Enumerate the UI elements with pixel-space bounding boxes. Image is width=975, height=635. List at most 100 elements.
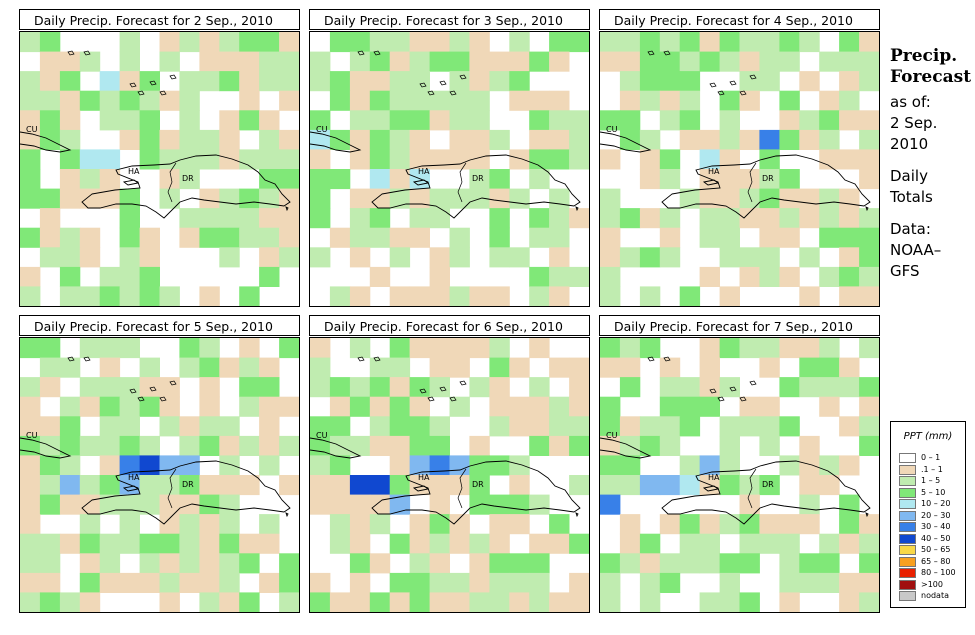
precip-grid-cell xyxy=(259,189,279,209)
precip-grid-cell xyxy=(160,286,180,306)
precip-grid-cell xyxy=(529,553,549,573)
precip-grid-cell xyxy=(259,32,279,52)
precip-grid-cell xyxy=(549,358,569,378)
precip-grid-cell xyxy=(219,52,239,72)
precip-grid-cell xyxy=(779,169,799,189)
precip-grid-cell xyxy=(219,475,239,495)
precip-grid-cell xyxy=(549,436,569,456)
precip-grid-cell xyxy=(350,71,370,91)
precip-grid-cell xyxy=(370,52,390,72)
precip-grid-cell xyxy=(199,189,219,209)
precip-grid-cell xyxy=(370,208,390,228)
precip-grid-cell xyxy=(680,553,700,573)
legend-swatch xyxy=(899,476,916,486)
precip-grid-cell xyxy=(239,338,259,358)
precip-grid-cell xyxy=(740,338,760,358)
precip-grid-cell xyxy=(410,592,430,612)
precip-grid-cell xyxy=(430,338,450,358)
precip-grid-cell xyxy=(700,514,720,534)
precip-grid-cell xyxy=(410,416,430,436)
precip-grid-cell xyxy=(859,110,879,130)
precip-grid-cell xyxy=(60,267,80,287)
precip-grid-cell xyxy=(620,475,640,495)
precip-grid-cell xyxy=(779,553,799,573)
precip-grid-cell xyxy=(80,436,100,456)
precip-grid-cell xyxy=(600,208,620,228)
precip-grid-cell xyxy=(839,377,859,397)
precip-grid-cell xyxy=(120,436,140,456)
precip-grid-cell xyxy=(80,189,100,209)
precip-grid-cell xyxy=(330,416,350,436)
precip-grid-cell xyxy=(660,436,680,456)
forecast-panel: Daily Precip. Forecast for 5 Sep., 2010 C… xyxy=(19,315,300,613)
precip-grid-cell xyxy=(799,247,819,267)
data-label-2: NOAA– xyxy=(890,240,975,261)
precip-grid-cell xyxy=(759,436,779,456)
precip-grid-cell xyxy=(350,397,370,417)
precip-grid-cell xyxy=(660,377,680,397)
precip-grid-cell xyxy=(199,553,219,573)
precip-grid-cell xyxy=(259,455,279,475)
precip-grid-cell xyxy=(310,189,330,209)
precip-grid-cell xyxy=(509,475,529,495)
precip-grid-cell xyxy=(859,436,879,456)
precip-map: CU HA DR xyxy=(309,31,590,307)
precip-grid-cell xyxy=(430,91,450,111)
precip-grid-cell xyxy=(160,130,180,150)
precip-grid-cell xyxy=(179,534,199,554)
precip-grid-cell xyxy=(779,189,799,209)
precip-grid-cell xyxy=(20,149,40,169)
precip-grid-cell xyxy=(700,397,720,417)
precip-grid-cell xyxy=(20,267,40,287)
precip-grid-cell xyxy=(219,189,239,209)
small-island xyxy=(750,381,756,385)
precip-grid-cell xyxy=(489,495,509,515)
precip-grid-cell xyxy=(549,32,569,52)
precip-grid-cell xyxy=(160,377,180,397)
precip-grid-cell xyxy=(310,475,330,495)
precip-grid-cell xyxy=(100,534,120,554)
legend-label: 30 – 40 xyxy=(921,522,950,532)
precip-grid-cell xyxy=(219,534,239,554)
precip-grid-cell xyxy=(100,71,120,91)
precip-grid-cell xyxy=(799,189,819,209)
precip-grid-cell xyxy=(529,436,549,456)
precip-grid-cell xyxy=(330,228,350,248)
country-label-haiti: HA xyxy=(708,473,720,482)
precip-grid-cell xyxy=(370,377,390,397)
precip-grid-cell xyxy=(839,71,859,91)
country-label-haiti: HA xyxy=(708,167,720,176)
precip-grid-cell xyxy=(819,358,839,378)
precip-grid-cell xyxy=(370,495,390,515)
precip-grid-cell xyxy=(279,169,299,189)
precip-grid-cell xyxy=(330,455,350,475)
precip-grid-cell xyxy=(20,534,40,554)
precip-grid-cell xyxy=(140,553,160,573)
precip-grid-cell xyxy=(819,573,839,593)
precip-grid-cell xyxy=(529,534,549,554)
precip-grid-cell xyxy=(799,514,819,534)
precip-grid-cell xyxy=(390,52,410,72)
precip-grid-cell xyxy=(100,110,120,130)
precip-grid-cell xyxy=(509,358,529,378)
precip-grid-cell xyxy=(819,267,839,287)
precip-grid-cell xyxy=(700,553,720,573)
country-label-dominican_republic: DR xyxy=(182,174,194,183)
precip-grid-cell xyxy=(120,130,140,150)
precip-grid-cell xyxy=(799,338,819,358)
precip-grid-cell xyxy=(279,130,299,150)
precip-grid-cell xyxy=(799,208,819,228)
precip-grid-cell xyxy=(100,267,120,287)
precip-grid-cell xyxy=(179,553,199,573)
precip-grid-cell xyxy=(859,32,879,52)
precip-grid-cell xyxy=(640,208,660,228)
precip-grid-cell xyxy=(430,267,450,287)
precip-grid-cell xyxy=(370,553,390,573)
precip-grid-cell xyxy=(219,358,239,378)
precip-grid-cell xyxy=(779,377,799,397)
precip-grid-cell xyxy=(310,377,330,397)
precip-grid-cell xyxy=(720,455,740,475)
precip-grid-cell xyxy=(80,475,100,495)
precip-grid-cell xyxy=(310,208,330,228)
legend-swatch xyxy=(899,568,916,578)
